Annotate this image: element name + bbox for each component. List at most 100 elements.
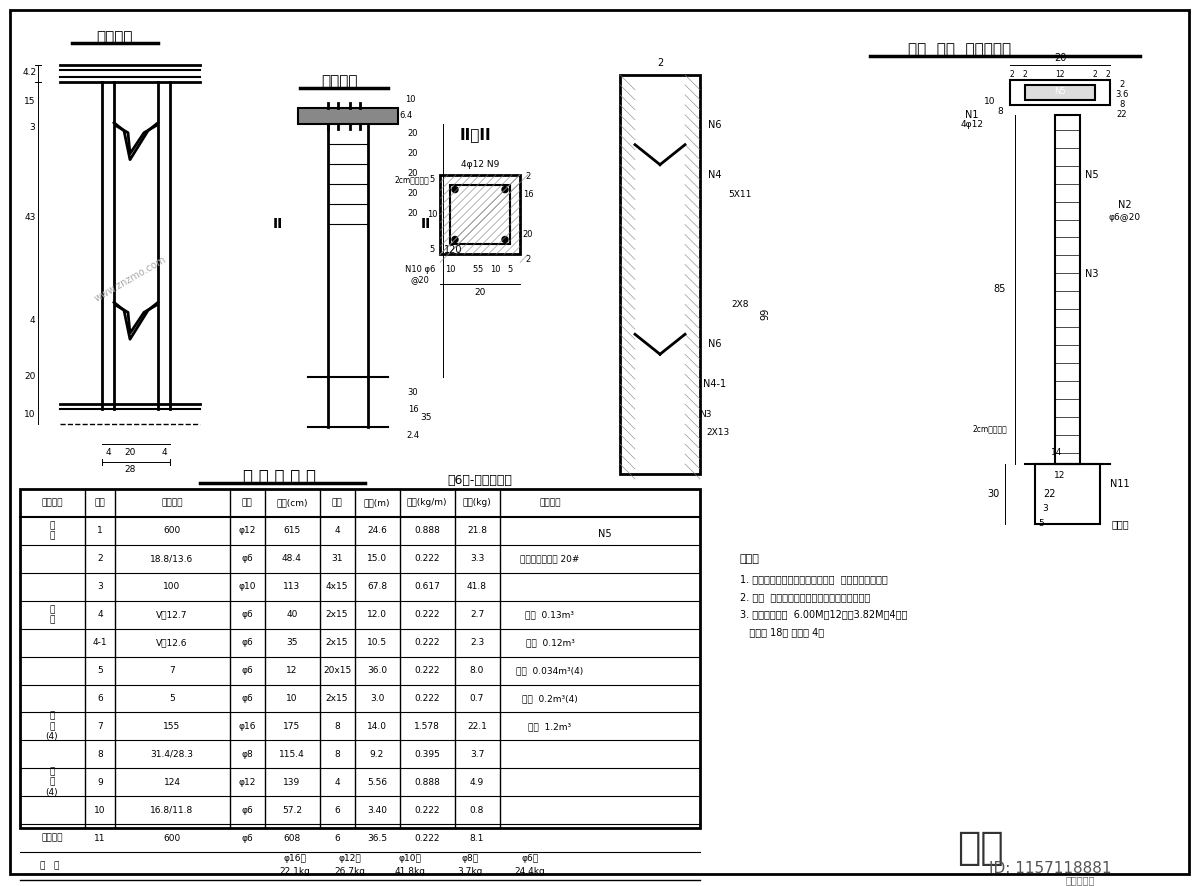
Text: 4.9: 4.9 — [470, 778, 484, 787]
Text: 36.0: 36.0 — [367, 666, 387, 675]
Text: 栏杆广台: 栏杆广台 — [41, 834, 62, 843]
Text: 12.0: 12.0 — [367, 610, 387, 619]
Text: 3.0: 3.0 — [369, 694, 384, 703]
Text: 100: 100 — [163, 582, 181, 591]
Text: 2x15: 2x15 — [326, 638, 348, 647]
Text: 栏杆大样: 栏杆大样 — [97, 30, 133, 45]
Text: 工程图图纸: 工程图图纸 — [1066, 875, 1095, 885]
Text: 15.0: 15.0 — [367, 555, 387, 563]
Text: 2: 2 — [1092, 70, 1097, 80]
Text: 栏
杆: 栏 杆 — [49, 605, 55, 625]
Text: 4.2: 4.2 — [23, 68, 37, 77]
Text: φ6@20: φ6@20 — [1109, 213, 1141, 222]
Bar — [1010, 80, 1110, 105]
Text: II: II — [421, 216, 432, 230]
Text: 10: 10 — [405, 96, 415, 105]
Text: N6: N6 — [709, 120, 722, 129]
Text: 20: 20 — [523, 230, 534, 239]
Text: 12: 12 — [1055, 70, 1065, 80]
Circle shape — [452, 187, 458, 192]
Text: 8: 8 — [335, 722, 339, 731]
Text: 知末: 知末 — [957, 829, 1004, 867]
Text: 600: 600 — [163, 526, 181, 535]
Text: II: II — [273, 216, 283, 230]
Circle shape — [502, 187, 508, 192]
Text: 24.4kg: 24.4kg — [514, 867, 546, 875]
Text: 8: 8 — [97, 750, 103, 759]
Text: 端
柱
(4): 端 柱 (4) — [46, 711, 59, 742]
Text: 26.7kg: 26.7kg — [335, 867, 366, 875]
Text: 11: 11 — [95, 834, 106, 843]
Text: 7: 7 — [97, 722, 103, 731]
Bar — [20, 489, 700, 828]
Text: www.znzmo.com: www.znzmo.com — [92, 254, 168, 304]
Text: 35: 35 — [287, 638, 297, 647]
Text: 2X13: 2X13 — [706, 428, 730, 437]
Text: 根数: 根数 — [332, 499, 343, 508]
Text: 20: 20 — [408, 189, 418, 198]
Text: 20: 20 — [1054, 53, 1066, 63]
Text: 2.3: 2.3 — [470, 638, 484, 647]
Text: N11: N11 — [1110, 479, 1129, 489]
Text: 6: 6 — [335, 834, 339, 843]
Text: @20: @20 — [410, 275, 429, 284]
Text: 608: 608 — [283, 834, 301, 843]
Bar — [1055, 115, 1080, 464]
Text: N5: N5 — [1054, 88, 1066, 97]
Text: 12: 12 — [287, 666, 297, 675]
Text: 6: 6 — [97, 694, 103, 703]
Text: 2cm自定磁石: 2cm自定磁石 — [972, 424, 1007, 433]
Text: 9.2: 9.2 — [369, 750, 384, 759]
Text: 3.40: 3.40 — [367, 805, 387, 815]
Text: 31.4/28.3: 31.4/28.3 — [151, 750, 193, 759]
Text: 5: 5 — [97, 666, 103, 675]
Text: 5: 5 — [472, 265, 477, 274]
Text: 4φ12: 4φ12 — [960, 120, 983, 129]
Text: 2x15: 2x15 — [326, 610, 348, 619]
Text: 10: 10 — [95, 805, 106, 815]
Text: φ10：: φ10： — [398, 853, 421, 863]
Text: 30: 30 — [987, 489, 999, 499]
Text: 22.1: 22.1 — [468, 722, 487, 731]
Text: 6.4: 6.4 — [399, 112, 412, 120]
Text: 10: 10 — [427, 210, 438, 219]
Text: 41.8: 41.8 — [466, 582, 487, 591]
Text: 0.222: 0.222 — [414, 638, 440, 647]
Text: 2: 2 — [97, 555, 103, 563]
Text: φ12：: φ12： — [338, 853, 361, 863]
Text: 4: 4 — [29, 315, 35, 325]
Text: 总长(m): 总长(m) — [363, 499, 390, 508]
Text: 139: 139 — [283, 778, 301, 787]
Text: 14.0: 14.0 — [367, 722, 387, 731]
Text: 12: 12 — [1054, 471, 1066, 480]
Text: 4: 4 — [97, 610, 103, 619]
Text: 编号: 编号 — [95, 499, 106, 508]
Text: 3.7kg: 3.7kg — [457, 867, 483, 875]
Text: 2X8: 2X8 — [731, 299, 748, 309]
Text: ID: 1157118881: ID: 1157118881 — [989, 860, 1111, 875]
Text: 1. 本图尺寸除钢筋直径以毫米计外  各均以厘米计　。: 1. 本图尺寸除钢筋直径以毫米计外 各均以厘米计 。 — [740, 574, 887, 584]
Text: 120: 120 — [444, 245, 463, 255]
Text: 113: 113 — [283, 582, 301, 591]
Text: 115.4: 115.4 — [279, 750, 305, 759]
Text: 10.5: 10.5 — [367, 638, 387, 647]
Text: 中柱  0.034m³(4): 中柱 0.034m³(4) — [517, 666, 584, 675]
Text: 10: 10 — [984, 97, 995, 106]
Text: 3: 3 — [29, 123, 35, 132]
Text: 2. 中柱  端柱内立筋均平行于栏杆广而　设　。: 2. 中柱 端柱内立筋均平行于栏杆广而 设 。 — [740, 592, 870, 602]
Text: 栏杆  扶手  栏杆广配筋: 栏杆 扶手 栏杆广配筋 — [909, 43, 1012, 58]
Text: 6: 6 — [335, 805, 339, 815]
Text: 采用细石混凝土 20#: 采用细石混凝土 20# — [520, 555, 579, 563]
Text: 5: 5 — [169, 694, 175, 703]
Text: 0.888: 0.888 — [414, 778, 440, 787]
Text: 说明：: 说明： — [740, 554, 760, 563]
Text: φ6：: φ6： — [522, 853, 538, 863]
Text: （6米-个节间量）: （6米-个节间量） — [447, 475, 512, 487]
Text: φ12: φ12 — [239, 778, 255, 787]
Text: 0.7: 0.7 — [470, 694, 484, 703]
Text: 筒　　图: 筒 图 — [161, 499, 182, 508]
Text: N6: N6 — [709, 339, 722, 349]
Text: 3.7: 3.7 — [470, 750, 484, 759]
Text: 3.3: 3.3 — [470, 555, 484, 563]
Text: 2.4: 2.4 — [406, 431, 420, 439]
